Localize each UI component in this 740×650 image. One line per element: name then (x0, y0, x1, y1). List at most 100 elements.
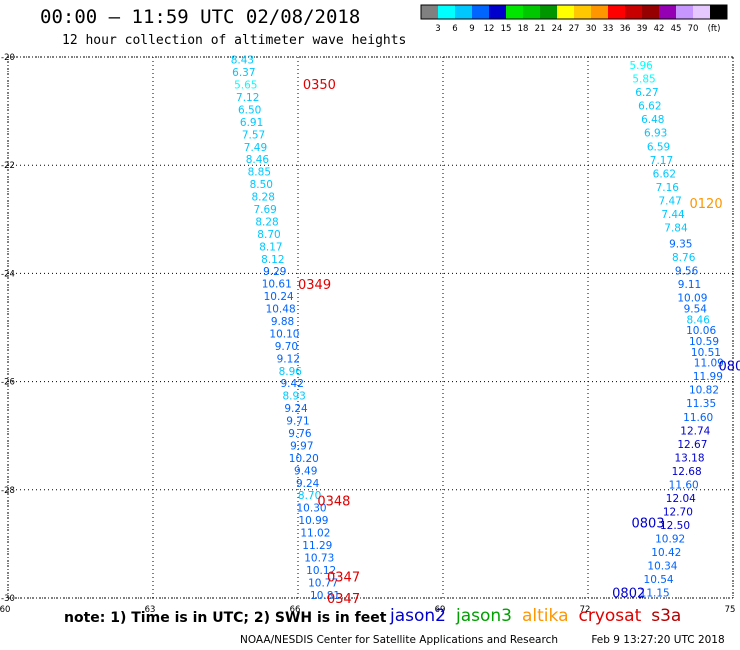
satellite-legend: jason2 jason3 altika cryosat s3a (390, 606, 691, 626)
color-swatch (557, 5, 574, 19)
color-bar-label: 12 (484, 24, 495, 34)
wave-height-value: 6.27 (635, 87, 658, 99)
pass-time-label: 080 (719, 359, 740, 374)
wave-height-value: 10.51 (691, 347, 721, 359)
map-frame (7, 56, 734, 599)
lat-tick-label: -24 (1, 269, 15, 279)
color-bar-label: 33 (603, 24, 614, 34)
wave-height-value: 9.49 (294, 465, 317, 477)
wave-height-value: 9.12 (277, 353, 300, 365)
footer-credit: NOAA/NESDIS Center for Satellite Applica… (240, 634, 725, 646)
wave-height-value: 11.60 (669, 479, 699, 491)
wave-height-value: 8.12 (261, 254, 284, 266)
map-subtitle: 12 hour collection of altimeter wave hei… (62, 33, 407, 48)
pass-time-labels: 0350 0349 0348 0347 0347 0803 0802 080 0120 (298, 78, 740, 607)
wave-height-value: 9.71 (286, 416, 309, 428)
grid-lines (7, 56, 734, 599)
color-swatch (421, 5, 438, 19)
wave-height-value: 5.96 (629, 60, 653, 72)
satellite-jason3: jason3 (456, 606, 512, 626)
color-bar-label: 24 (552, 24, 563, 34)
wave-height-value: 8.17 (259, 241, 282, 253)
wave-height-value: 11.60 (683, 412, 713, 424)
color-swatch (710, 5, 727, 19)
wave-height-value: 6.93 (644, 128, 667, 140)
wave-height-value: 9.54 (684, 304, 708, 316)
color-bar-label: (ft) (708, 24, 721, 34)
wave-height-value: 10.82 (689, 385, 719, 397)
color-bar-label: 3 (435, 24, 440, 34)
wave-height-value: 11.09 (694, 358, 724, 370)
color-bar-frame (420, 4, 728, 20)
wave-height-value: 7.12 (236, 92, 259, 104)
color-swatch (642, 5, 659, 19)
color-swatch (693, 5, 710, 19)
wave-height-value: 12.04 (666, 493, 696, 505)
wave-height-value: 7.57 (242, 129, 265, 141)
color-swatch (472, 5, 489, 19)
wave-height-value: 10.92 (655, 533, 685, 545)
color-bar-label: 39 (637, 24, 648, 34)
wave-height-value: 8.46 (246, 154, 270, 166)
color-bar-label: 27 (569, 24, 580, 34)
wave-height-value: 12.70 (663, 506, 693, 518)
footer-note: note: 1) Time is in UTC; 2) SWH is in fe… (64, 610, 387, 626)
wave-height-value: 8.76 (672, 252, 696, 264)
wave-height-value: 8.28 (255, 216, 278, 228)
lat-tick-label: -28 (1, 486, 15, 496)
wave-height-value: 9.42 (281, 378, 304, 390)
wave-height-value: 9.70 (275, 341, 298, 353)
color-swatch (523, 5, 540, 19)
wave-height-value: 8.70 (257, 229, 280, 241)
satellite-cryosat: cryosat (578, 606, 642, 626)
wave-height-value: 6.91 (240, 117, 263, 129)
pass-time-label: 0347 (327, 570, 360, 585)
pass-time-label: 0803 (632, 516, 665, 531)
satellite-jason2: jason2 (390, 606, 446, 626)
color-swatch (591, 5, 608, 19)
wave-height-value: 10.06 (686, 325, 716, 337)
pass-time-label: 0802 (612, 587, 645, 602)
wave-height-value: 12.68 (672, 466, 702, 478)
lon-tick-label: 69 (435, 605, 446, 615)
wave-height-value: 8.28 (252, 192, 275, 204)
wave-height-value: 6.37 (232, 67, 255, 79)
wave-height-value: 9.56 (675, 266, 699, 278)
color-swatch (574, 5, 591, 19)
wave-height-value: 10.77 (308, 577, 338, 589)
wave-height-value: 10.24 (264, 291, 294, 303)
wave-height-value: 9.29 (263, 266, 286, 278)
wave-height-value: 10.99 (298, 515, 328, 527)
wave-height-value: 6.59 (647, 141, 670, 153)
wave-height-value: 8.93 (282, 391, 305, 403)
color-legend: 3 6 9 12 15 18 21 24 27 30 33 36 39 42 45 70 (ft) (420, 4, 728, 34)
wave-height-value: 6.50 (238, 104, 261, 116)
wave-height-value: 5.85 (632, 74, 655, 86)
color-swatch (506, 5, 523, 19)
wave-height-value: 9.35 (669, 239, 692, 251)
wave-height-value: 9.76 (288, 428, 312, 440)
wave-height-value: 12.50 (660, 520, 690, 532)
color-swatch (625, 5, 642, 19)
wave-height-value: 9.11 (678, 279, 701, 291)
map-title: 00:00 – 11:59 UTC 02/08/2018 (40, 6, 361, 28)
wave-height-value: 8.43 (231, 55, 254, 67)
wave-height-points: 8.436.375.657.126.506.917.577.498.468.85… (231, 55, 724, 602)
wave-height-value: 8.50 (250, 179, 273, 191)
lon-tick-label: 60 (0, 605, 10, 615)
wave-height-value: 10.10 (269, 328, 299, 340)
color-swatch (676, 5, 693, 19)
color-bar-label: 45 (671, 24, 682, 34)
wave-height-value: 10.12 (306, 565, 336, 577)
wave-height-value: 10.09 (677, 293, 707, 305)
wave-height-value: 11.35 (686, 398, 716, 410)
color-swatch (489, 5, 506, 19)
color-swatch (608, 5, 625, 19)
wave-height-value: 7.16 (656, 182, 680, 194)
satellite-altika: altika (522, 606, 569, 626)
wave-height-value: 12.67 (677, 439, 707, 451)
wave-height-value: 9.24 (296, 478, 320, 490)
lon-tick-label: 75 (725, 605, 736, 615)
wave-height-value: 11.15 (640, 588, 670, 600)
wave-height-value: 10.42 (651, 547, 681, 559)
